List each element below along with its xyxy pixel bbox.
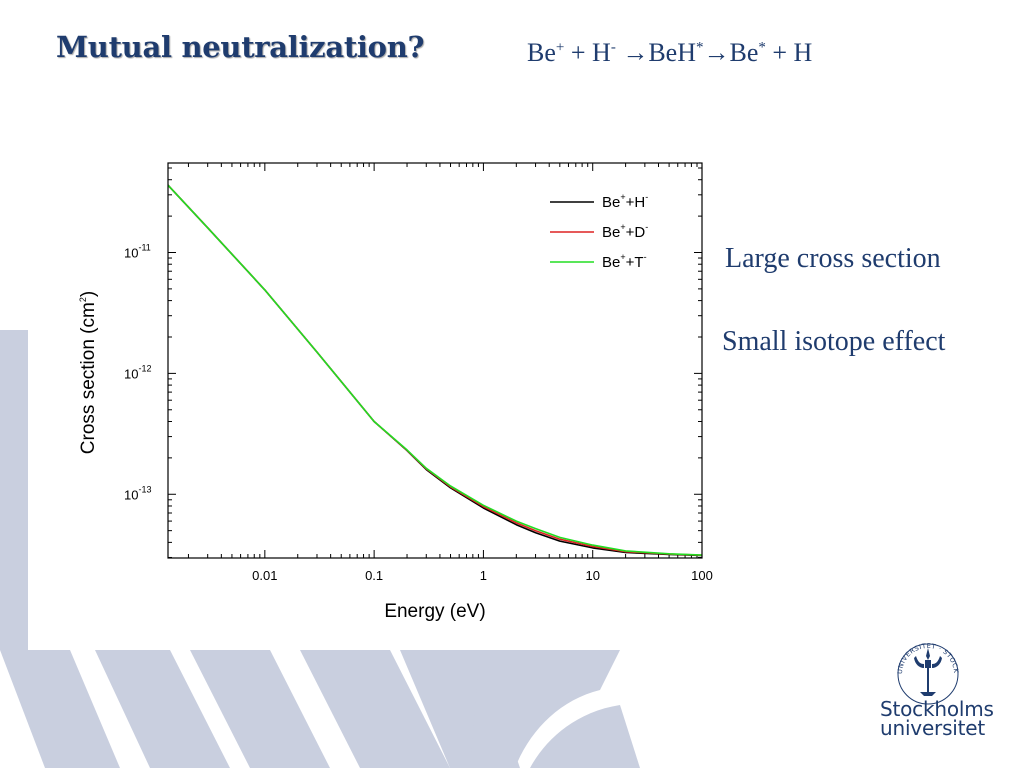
x-tick-label: 1: [480, 568, 487, 583]
legend-sup2: -: [645, 192, 648, 202]
y-tick-exp: -13: [138, 484, 151, 494]
x-tick-label: 100: [691, 568, 713, 583]
y-tick-label: 10-13: [124, 484, 151, 502]
legend-name: Be: [602, 224, 620, 241]
decor-stripe-3: [190, 650, 330, 768]
x-tick-label: 10: [585, 568, 599, 583]
decor-stripe-2: [95, 650, 230, 768]
eq-be: Be: [527, 38, 556, 67]
series-lines: [167, 184, 703, 557]
legend-name: Be: [602, 254, 620, 271]
university-logo-text: Stockholms universitet: [880, 697, 994, 740]
plot-area: [168, 163, 702, 558]
note-large-cross-section: Large cross section: [725, 243, 941, 274]
y-tick-base: 10: [124, 245, 138, 260]
reaction-equation: Be+ + H- →BeH*→Be* + H: [527, 38, 812, 68]
x-tick-label: 0.1: [365, 568, 383, 583]
legend-label-T: Be++T-: [602, 252, 647, 271]
y-tick-exp: -12: [138, 363, 151, 373]
legend-mid: +H: [626, 194, 646, 211]
legend-label-D: Be++D-: [602, 222, 648, 241]
decor-stripes: [0, 330, 640, 768]
x-tick-label: 0.01: [252, 568, 277, 583]
seal-ring-text: UNIVERSITET · STOCKHOLMS: [872, 634, 960, 674]
legend-name: Be: [602, 194, 620, 211]
legend-mid: +D: [626, 224, 646, 241]
major-ticks: [168, 163, 703, 558]
y-tick-base: 10: [124, 487, 138, 502]
decor-stripe-7: [530, 705, 640, 768]
eq-arrow-be: →Be: [703, 38, 759, 67]
legend-sup2: -: [645, 222, 648, 232]
y-axis-title: Cross section (cm2): [78, 291, 99, 454]
svg-text:UNIVERSITET · STOCKHOLMS: UNIVERSITET · STOCKHOLMS: [872, 634, 960, 674]
logo-line-2: universitet: [880, 716, 986, 740]
y-axis-title-main: Cross section (cm: [78, 302, 99, 454]
legend-mid: +T: [626, 254, 644, 271]
university-seal-icon: UNIVERSITET · STOCKHOLMS: [872, 634, 960, 705]
decor-stripe-1: [0, 650, 120, 768]
legend-sup2: -: [644, 252, 647, 262]
eq-h-charge: -: [610, 39, 616, 56]
legend-sup: +: [620, 252, 625, 262]
decor-stripe-4: [300, 650, 450, 768]
x-tick-labels: 0.01 0.1 1 10 100: [252, 568, 713, 583]
decor-stripe-0: [0, 330, 28, 650]
y-axis-title-sup: 2: [78, 297, 88, 302]
y-tick-base: 10: [124, 366, 138, 381]
eq-plus-h: + H: [564, 38, 611, 67]
note-small-isotope-effect: Small isotope effect: [722, 326, 946, 357]
y-tick-label: 10-12: [124, 363, 151, 381]
y-axis-title-end: ): [78, 291, 99, 297]
legend-label-H: Be++H-: [602, 192, 648, 211]
legend-sup: +: [620, 222, 625, 232]
eq-be-charge: +: [555, 39, 565, 56]
eq-be-star: *: [758, 39, 766, 56]
y-tick-exp: -11: [138, 242, 150, 252]
minor-ticks: [168, 163, 702, 558]
legend-sup: +: [620, 192, 625, 202]
decor-stripe-6: [470, 650, 620, 768]
x-axis-title: Energy (eV): [384, 601, 485, 622]
slide-title: Mutual neutralization?: [56, 30, 425, 64]
series-line-T: [167, 184, 703, 556]
plot-frame: [167, 162, 703, 559]
eq-arrow-beh: →BeH: [615, 38, 696, 67]
eq-beh-star: *: [695, 39, 704, 56]
eq-tail: + H: [765, 38, 813, 67]
logo-line-1: Stockholms: [880, 697, 994, 721]
y-tick-label: 10-11: [124, 242, 151, 260]
chart-legend: Be++H-Be++D-Be++T-: [550, 192, 648, 271]
